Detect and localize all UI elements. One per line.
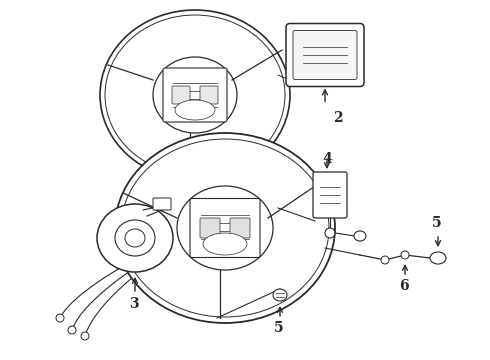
Ellipse shape: [153, 57, 237, 133]
Circle shape: [381, 256, 389, 264]
Text: 4: 4: [322, 152, 332, 166]
Ellipse shape: [430, 252, 446, 264]
FancyBboxPatch shape: [200, 218, 220, 238]
FancyBboxPatch shape: [286, 23, 364, 86]
Ellipse shape: [125, 229, 145, 247]
Circle shape: [81, 332, 89, 340]
FancyBboxPatch shape: [190, 198, 260, 257]
Ellipse shape: [175, 100, 215, 120]
Text: 3: 3: [129, 297, 139, 311]
Ellipse shape: [105, 15, 285, 175]
Circle shape: [56, 314, 64, 322]
Circle shape: [325, 228, 335, 238]
Ellipse shape: [121, 139, 329, 317]
FancyBboxPatch shape: [230, 218, 250, 238]
Circle shape: [68, 326, 76, 334]
FancyBboxPatch shape: [163, 68, 227, 122]
Ellipse shape: [115, 220, 155, 256]
Text: 1: 1: [173, 210, 183, 224]
Ellipse shape: [115, 133, 335, 323]
Ellipse shape: [354, 231, 366, 241]
Text: 5: 5: [432, 216, 441, 230]
Text: 6: 6: [399, 279, 409, 293]
FancyBboxPatch shape: [172, 86, 190, 104]
Ellipse shape: [177, 186, 273, 270]
FancyBboxPatch shape: [293, 31, 357, 80]
Text: 2: 2: [333, 111, 343, 125]
Text: 5: 5: [274, 321, 284, 335]
Ellipse shape: [100, 10, 290, 180]
Ellipse shape: [97, 204, 173, 272]
Ellipse shape: [273, 289, 287, 301]
FancyBboxPatch shape: [313, 172, 347, 218]
Ellipse shape: [203, 233, 247, 255]
Circle shape: [401, 251, 409, 259]
FancyBboxPatch shape: [153, 198, 171, 210]
FancyBboxPatch shape: [200, 86, 218, 104]
